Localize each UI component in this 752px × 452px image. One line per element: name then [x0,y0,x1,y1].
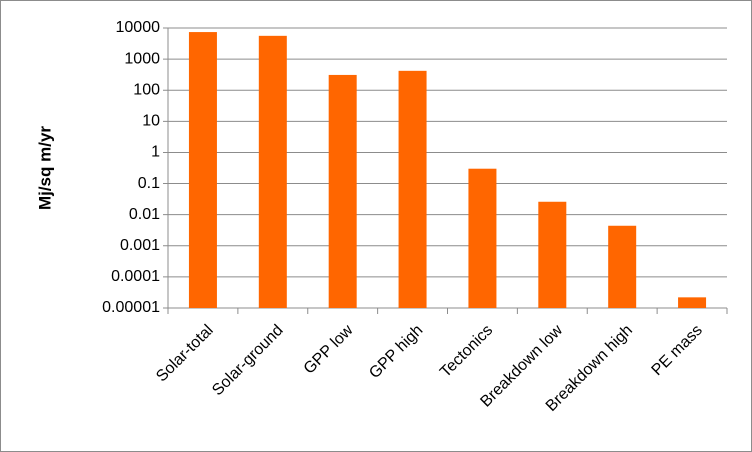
y-tick-label: 0.001 [120,237,160,254]
y-axis-label: Mj/sq m/yr [35,126,54,210]
bar [398,70,427,308]
bar [188,32,217,308]
y-tick-label: 1 [151,144,160,161]
bar [468,168,497,308]
y-tick-label: 10000 [116,19,161,36]
bar [678,297,707,308]
bar [608,225,637,308]
y-tick-label: 1000 [124,50,160,67]
y-tick-label: 0.00001 [102,299,160,316]
y-tick-label: 100 [133,81,160,98]
bar [538,201,567,308]
y-tick-label: 10 [142,113,160,130]
y-tick-label: 0.01 [129,206,160,223]
y-tick-label: 0.1 [138,175,160,192]
y-tick-label: 0.0001 [111,268,160,285]
bar [328,74,357,308]
bar [258,35,287,309]
